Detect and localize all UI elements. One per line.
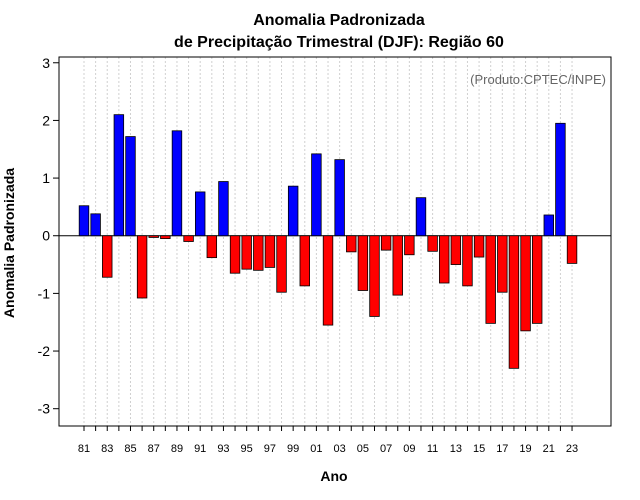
y-tick-label: 2 — [42, 112, 50, 128]
plot-frame — [58, 56, 612, 427]
bar-12 — [439, 235, 450, 284]
bar-85 — [125, 136, 136, 237]
bar-13 — [450, 235, 462, 265]
bar-92 — [206, 235, 218, 259]
bar-09 — [404, 235, 415, 256]
bar-97 — [264, 235, 276, 268]
x-tick-label: 81 — [78, 443, 90, 455]
bar-84 — [113, 114, 125, 237]
x-tick-label: 11 — [427, 443, 438, 455]
bar-05 — [357, 235, 369, 291]
y-tick-label: -1 — [38, 285, 51, 301]
x-tick-label: 91 — [194, 443, 206, 455]
x-tick-label: 95 — [241, 443, 253, 455]
chart-subtitle: de Precipitação Trimestral (DJF): Região… — [174, 34, 504, 51]
bar-90 — [183, 235, 194, 242]
bar-23 — [566, 235, 578, 264]
x-tick-label: 13 — [450, 443, 462, 455]
credit-label: (Produto:CPTEC/INPE) — [470, 72, 606, 87]
x-tick-label: 15 — [473, 443, 485, 455]
bar-19 — [520, 235, 531, 332]
bar-96 — [253, 235, 264, 271]
bar-88 — [160, 235, 171, 240]
bar-89 — [171, 130, 183, 237]
bar-06 — [369, 235, 380, 317]
x-tick-label: 87 — [148, 443, 160, 455]
bar-87 — [148, 235, 159, 238]
bar-16 — [485, 235, 496, 324]
bar-93 — [218, 181, 229, 237]
bar-86 — [136, 235, 148, 299]
bar-81 — [78, 205, 90, 237]
bar-02 — [322, 235, 334, 326]
x-tick-label: 03 — [334, 443, 346, 455]
bar-94 — [229, 235, 241, 274]
bar-14 — [462, 235, 473, 287]
y-axis: -3 -2 -1 0 1 2 3 — [38, 55, 59, 417]
x-tick-label: 09 — [403, 443, 415, 455]
x-tick-label: 01 — [310, 443, 322, 455]
bar-07 — [380, 235, 392, 251]
bar-00 — [299, 235, 310, 287]
y-tick-label: 0 — [42, 228, 50, 244]
y-tick-label: -2 — [38, 343, 51, 359]
x-tick-label: 97 — [264, 443, 276, 455]
x-tick-label: 05 — [357, 443, 369, 455]
bar-15 — [473, 235, 485, 258]
bar-82 — [90, 213, 101, 237]
chart-title: Anomalia Padronizada — [253, 12, 425, 29]
bar-17 — [497, 235, 508, 293]
bars-group — [78, 114, 578, 369]
bar-10 — [415, 197, 427, 237]
x-tick-label: 21 — [543, 443, 555, 455]
bar-18 — [508, 235, 520, 369]
x-tick-label: 07 — [380, 443, 392, 455]
bar-08 — [392, 235, 403, 296]
bar-11 — [427, 235, 438, 252]
bar-21 — [543, 214, 555, 237]
x-axis: 81 83 85 87 89 91 93 95 97 99 01 03 05 07 09 11 13 15 17 19… — [78, 426, 578, 455]
bar-04 — [346, 235, 357, 253]
bar-20 — [531, 235, 543, 324]
y-tick-label: -3 — [38, 401, 51, 417]
bar-83 — [102, 235, 113, 278]
y-axis-label: Anomalia Padronizada — [1, 168, 17, 318]
y-tick-label: 1 — [42, 170, 50, 186]
bar-99 — [287, 185, 299, 237]
x-tick-label: 93 — [217, 443, 229, 455]
bar-95 — [241, 235, 252, 270]
bar-91 — [194, 191, 206, 237]
x-axis-label: Ano — [320, 468, 347, 484]
x-tick-label: 89 — [171, 443, 183, 455]
x-tick-label: 17 — [496, 443, 508, 455]
x-tick-label: 83 — [101, 443, 113, 455]
bar-22 — [555, 122, 566, 237]
y-tick-label: 3 — [42, 55, 50, 71]
x-tick-label: 85 — [124, 443, 136, 455]
bar-03 — [334, 159, 345, 237]
bar-98 — [276, 235, 287, 293]
x-tick-label: 99 — [287, 443, 299, 455]
bar-01 — [311, 153, 322, 237]
x-tick-label: 23 — [566, 443, 578, 455]
x-tick-label: 19 — [519, 443, 531, 455]
